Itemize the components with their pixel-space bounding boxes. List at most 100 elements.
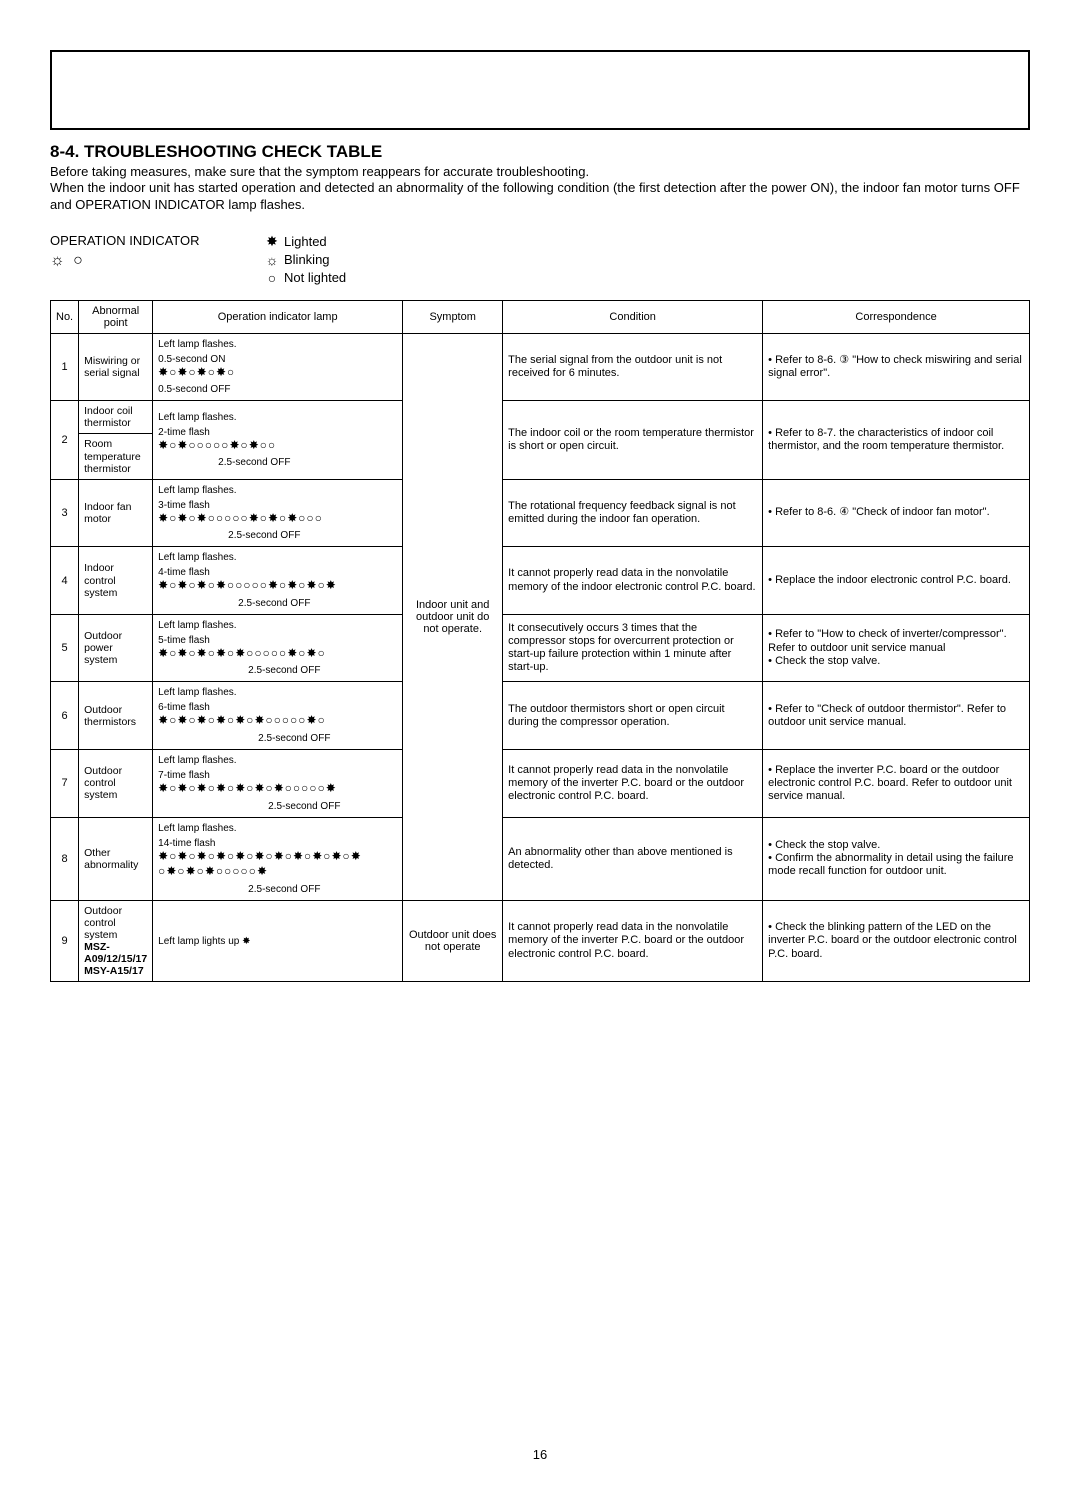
cell-correspondence: • Refer to "How to check of inverter/com… xyxy=(763,614,1030,682)
cell-condition: An abnormality other than above mentione… xyxy=(503,817,763,900)
cell-abnormal: Indoor control system xyxy=(79,547,153,615)
lamp-off: 0.5-second OFF xyxy=(158,383,397,396)
cell-no: 9 xyxy=(51,900,79,981)
cell-correspondence: • Check the blinking pattern of the LED … xyxy=(763,900,1030,981)
blinking-icon: ☼ xyxy=(260,252,284,268)
table-row: 8 Other abnormality Left lamp ﬂashes. 14… xyxy=(51,817,1030,900)
lamp-pattern: ✸○✸○○○○○✸○✸○○ xyxy=(158,439,397,455)
cell-no: 5 xyxy=(51,614,79,682)
cell-lamp: Left lamp ﬂashes. 5-time ﬂash ✸○✸○✸○✸○✸○… xyxy=(153,614,403,682)
lamp-title: Left lamp ﬂashes. xyxy=(158,619,397,632)
lamp-on: 7-time ﬂash xyxy=(158,769,397,782)
section-number: 8-4. xyxy=(50,142,79,161)
page-content: 8-4. TROUBLESHOOTING CHECK TABLE Before … xyxy=(0,142,1080,982)
lamp-title: Left lamp ﬂashes. xyxy=(158,686,397,699)
lamp-on: 2-time ﬂash xyxy=(158,426,397,439)
cell-condition: It consecutively occurs 3 times that the… xyxy=(503,614,763,682)
header-symptom: Symptom xyxy=(403,300,503,333)
header-no: No. xyxy=(51,300,79,333)
not-lighted-label: Not lighted xyxy=(284,270,346,285)
cell-abnormal: Outdoor control system xyxy=(79,750,153,818)
cell-lamp: Left lamp ﬂashes. 3-time ﬂash ✸○✸○✸○○○○○… xyxy=(153,479,403,547)
cell-no: 7 xyxy=(51,750,79,818)
cell-abnormal-split: Indoor coil thermistor Room temperature … xyxy=(79,401,153,479)
lamp-off: 2.5-second OFF xyxy=(158,456,397,469)
cell-condition: It cannot properly read data in the nonv… xyxy=(503,900,763,981)
cell-lamp: Left lamp ﬂashes. 2-time ﬂash ✸○✸○○○○○✸○… xyxy=(153,401,403,479)
intro-line2: When the indoor unit has started operati… xyxy=(50,180,1030,213)
lamp-on: 14-time ﬂash xyxy=(158,837,397,850)
lamp-on: 5-time ﬂash xyxy=(158,634,397,647)
cell-condition: It cannot properly read data in the nonv… xyxy=(503,750,763,818)
cell-lamp: Left lamp lights up ✸ xyxy=(153,900,403,981)
table-row: 9 Outdoor control system MSZ-A09/12/15/1… xyxy=(51,900,1030,981)
lamp-off: 2.5-second OFF xyxy=(158,529,397,542)
table-row: 4 Indoor control system Left lamp ﬂashes… xyxy=(51,547,1030,615)
cell-condition: The indoor coil or the room temperature … xyxy=(503,401,763,479)
cell-abnormal-b: Room temperature thermistor xyxy=(79,434,152,478)
cell-symptom: Outdoor unit does not operate xyxy=(403,900,503,981)
lamp-title: Left lamp ﬂashes. xyxy=(158,484,397,497)
lamp-on: 0.5-second ON xyxy=(158,353,397,366)
cell-lamp: Left lamp ﬂashes. 7-time ﬂash ✸○✸○✸○✸○✸○… xyxy=(153,750,403,818)
lamp-pattern: ✸○✸○✸○○○○○✸○✸○✸○○○ xyxy=(158,512,397,528)
not-lighted-icon: ○ xyxy=(260,270,284,286)
cell-correspondence: • Refer to "Check of outdoor thermistor"… xyxy=(763,682,1030,750)
cell-condition: It cannot properly read data in the nonv… xyxy=(503,547,763,615)
cell-correspondence: • Check the stop valve. • Conﬁrm the abn… xyxy=(763,817,1030,900)
header-lamp: Operation indicator lamp xyxy=(153,300,403,333)
lamp-off: 2.5-second OFF xyxy=(158,883,397,896)
legend-right: ✸Lighted ☼Blinking ○Not lighted xyxy=(260,233,346,288)
cell-abnormal-a: Indoor coil thermistor xyxy=(79,401,152,434)
lamp-title: Left lamp lights up ✸ xyxy=(158,936,250,947)
cell-symptom-merged: Indoor unit and outdoor unit do not oper… xyxy=(403,333,503,900)
cell-lamp: Left lamp ﬂashes. 0.5-second ON ✸○✸○✸○✸○… xyxy=(153,333,403,401)
cell-abnormal: Outdoor control system MSZ-A09/12/15/17 … xyxy=(79,900,153,981)
lamp-off: 2.5-second OFF xyxy=(158,597,397,610)
cell-abnormal: Outdoor power system xyxy=(79,614,153,682)
cell-correspondence: • Refer to 8-6. ④ "Check of indoor fan m… xyxy=(763,479,1030,547)
table-row: 1 Miswiring or serial signal Left lamp ﬂ… xyxy=(51,333,1030,401)
cell-no: 3 xyxy=(51,479,79,547)
table-row: 7 Outdoor control system Left lamp ﬂashe… xyxy=(51,750,1030,818)
cell-correspondence: • Refer to 8-7. the characteristics of i… xyxy=(763,401,1030,479)
lamp-title: Left lamp ﬂashes. xyxy=(158,551,397,564)
lamp-off: 2.5-second OFF xyxy=(158,732,397,745)
cell-condition: The outdoor thermistors short or open ci… xyxy=(503,682,763,750)
cell-lamp: Left lamp ﬂashes. 4-time ﬂash ✸○✸○✸○✸○○○… xyxy=(153,547,403,615)
table-row: 2 Indoor coil thermistor Room temperatur… xyxy=(51,401,1030,479)
intro-text: Before taking measures, make sure that t… xyxy=(50,164,1030,213)
lighted-icon: ✸ xyxy=(260,233,284,250)
cell-lamp: Left lamp ﬂashes. 14-time ﬂash ✸○✸○✸○✸○✸… xyxy=(153,817,403,900)
cell-abnormal: Miswiring or serial signal xyxy=(79,333,153,401)
section-title: 8-4. TROUBLESHOOTING CHECK TABLE xyxy=(50,142,1030,162)
troubleshooting-table: No. Abnormal point Operation indicator l… xyxy=(50,300,1030,982)
header-abnormal: Abnormal point xyxy=(79,300,153,333)
legend-label: OPERATION INDICATOR xyxy=(50,233,260,248)
cell-no: 8 xyxy=(51,817,79,900)
abn-line: Outdoor control system xyxy=(84,905,147,941)
cell-correspondence: • Refer to 8-6. ③ "How to check miswirin… xyxy=(763,333,1030,401)
table-row: 5 Outdoor power system Left lamp ﬂashes.… xyxy=(51,614,1030,682)
table-row: 3 Indoor fan motor Left lamp ﬂashes. 3-t… xyxy=(51,479,1030,547)
cell-lamp: Left lamp ﬂashes. 6-time ﬂash ✸○✸○✸○✸○✸○… xyxy=(153,682,403,750)
lamp-pattern2: ○✸○✸○✸○○○○○✸ xyxy=(158,865,397,881)
cell-abnormal: Other abnormality xyxy=(79,817,153,900)
lamp-pattern: ✸○✸○✸○✸○✸○✸○✸○○○○○✸ xyxy=(158,782,397,798)
legend-example-icons: ☼ ○ xyxy=(50,252,260,270)
lamp-pattern: ✸○✸○✸○✸○ xyxy=(158,366,397,382)
lamp-pattern: ✸○✸○✸○✸○✸○✸○✸○✸○✸○✸○✸ xyxy=(158,850,397,866)
lamp-off: 2.5-second OFF xyxy=(158,664,397,677)
lamp-title: Left lamp ﬂashes. xyxy=(158,822,397,835)
legend: OPERATION INDICATOR ☼ ○ ✸Lighted ☼Blinki… xyxy=(50,233,1030,288)
lamp-title: Left lamp ﬂashes. xyxy=(158,338,397,351)
lamp-title: Left lamp ﬂashes. xyxy=(158,411,397,424)
lamp-title: Left lamp ﬂashes. xyxy=(158,754,397,767)
header-condition: Condition xyxy=(503,300,763,333)
lamp-pattern: ✸○✸○✸○✸○✸○○○○○✸○✸○ xyxy=(158,647,397,663)
cell-no: 4 xyxy=(51,547,79,615)
abn-model: MSZ-A09/12/15/17 xyxy=(84,941,147,965)
page-number: 16 xyxy=(0,1447,1080,1462)
cell-no: 1 xyxy=(51,333,79,401)
lamp-on: 3-time ﬂash xyxy=(158,499,397,512)
